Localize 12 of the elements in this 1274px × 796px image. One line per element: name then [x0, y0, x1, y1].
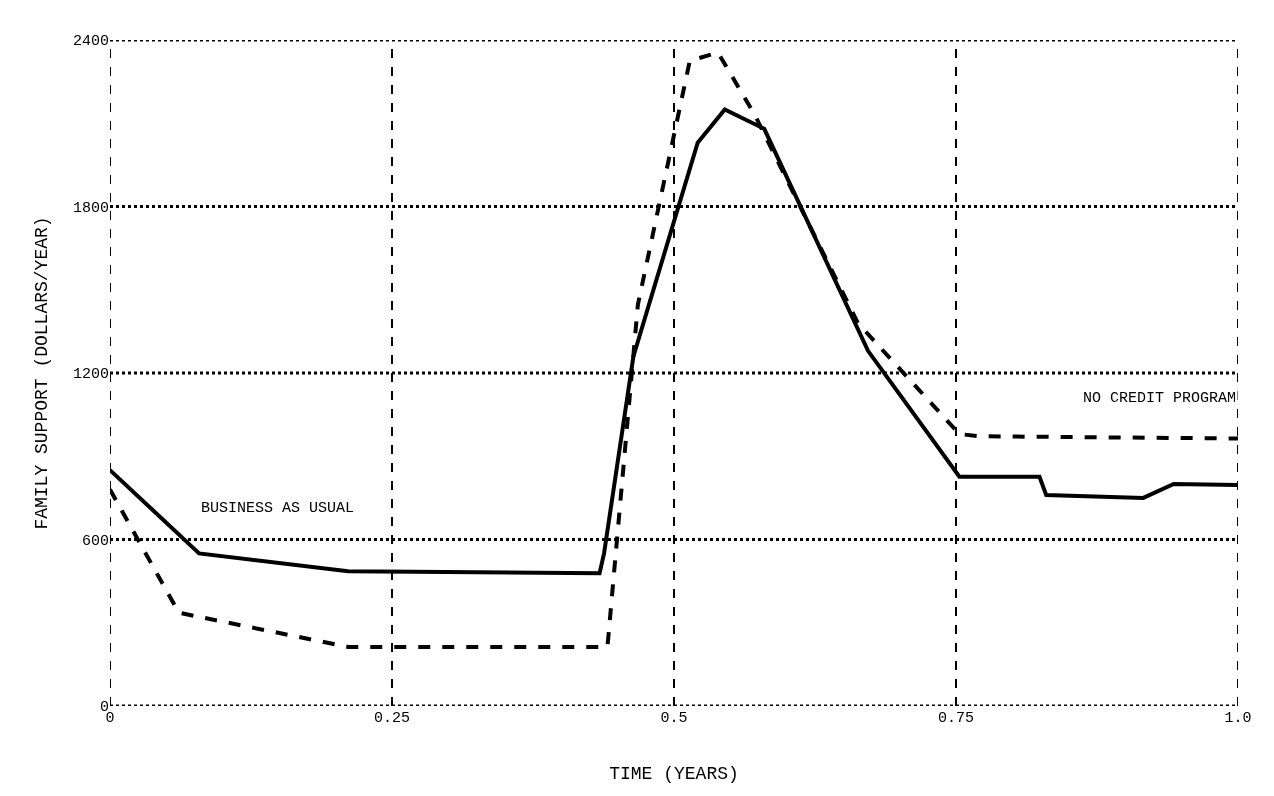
text: NO CREDIT PROGRAM: [1083, 390, 1237, 407]
x-tick-label: 0.75: [937, 710, 975, 727]
y-tick-label: 600: [81, 532, 109, 550]
x-axis-title: TIME (YEARS): [609, 764, 739, 785]
y-axis-title: FAMILY SUPPORT (DOLLARS/YEAR): [32, 216, 53, 530]
y-tick-label: 1200: [72, 366, 109, 384]
series-label: BUSINESS AS USUAL: [201, 500, 355, 517]
y-tick-label: 2400: [72, 33, 109, 51]
x-tick-label: 0.5: [660, 710, 688, 727]
y-tick-label: 1800: [72, 199, 109, 217]
x-tick-label: 1.0: [1224, 710, 1252, 727]
x-tick-label: 0.25: [373, 710, 411, 727]
